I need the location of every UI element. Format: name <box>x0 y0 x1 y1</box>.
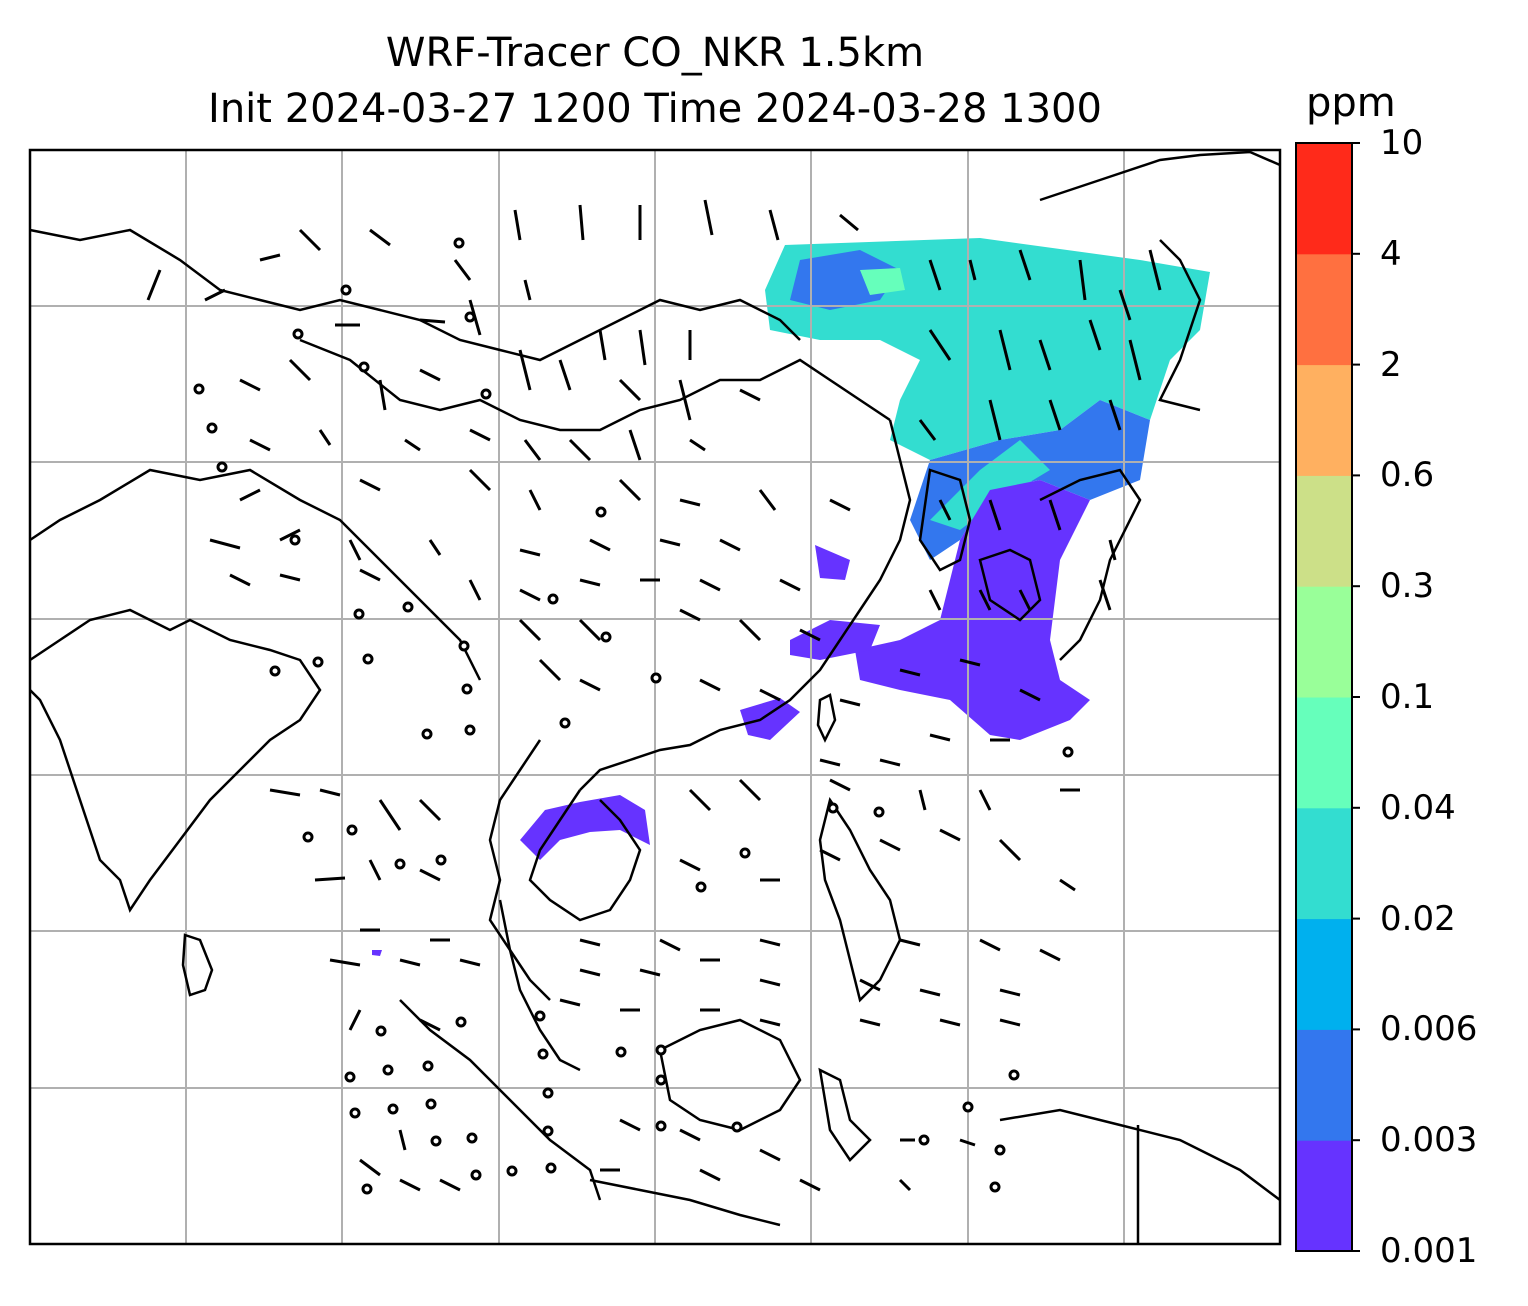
coast-sulawesi <box>818 1067 872 1162</box>
colorbar-band <box>1296 1140 1352 1252</box>
colorbar-band <box>1296 475 1352 587</box>
colorbar-tick-label: 0.6 <box>1380 455 1435 496</box>
colorbar-tick-label: 0.02 <box>1380 898 1456 939</box>
border-mongolia <box>299 338 891 432</box>
colorbar-band <box>1296 143 1352 255</box>
map-title-line1: WRF-Tracer CO_NKR 1.5km <box>385 30 925 76</box>
colorbar-unit-label: ppm <box>1306 80 1396 126</box>
coast-korea <box>918 468 972 572</box>
colorbar-tick-label: 0.003 <box>1380 1120 1478 1161</box>
colorbar-tick-label: 0.006 <box>1380 1009 1478 1050</box>
map-frame <box>28 148 1282 1246</box>
colorbar-band <box>1296 807 1352 920</box>
colorbar-band <box>1296 586 1352 698</box>
colorbar-band <box>1296 918 1352 1030</box>
colorbar-band <box>1296 1029 1352 1141</box>
border-himalaya <box>29 468 482 681</box>
coast-malay-peninsula <box>498 899 581 1072</box>
colorbar-band <box>1296 364 1352 476</box>
tracer-plume <box>372 238 1210 956</box>
plume-small-speck <box>372 950 382 956</box>
colorbar-tick-label: 0.04 <box>1380 787 1456 828</box>
coast-borneo <box>658 1018 802 1132</box>
colorbar-tick-label: 0.001 <box>1380 1231 1478 1271</box>
plume-northeast-blue <box>790 250 900 310</box>
coast-russia-far-east <box>1039 150 1281 412</box>
coast-papua <box>999 1108 1281 1201</box>
coast-java <box>589 1178 781 1227</box>
plume-indochina-purple <box>520 795 650 860</box>
colorbar-tick-label: 0.3 <box>1380 566 1435 607</box>
map-title-line2: Init 2024-03-27 1200 Time 2024-03-28 130… <box>208 86 1102 132</box>
calm-markers <box>193 237 1074 1195</box>
coast-china-east <box>579 419 912 791</box>
colorbar-tick-label: 10 <box>1380 123 1424 163</box>
plume-west-coast-purple <box>740 698 800 740</box>
plume-south-purple <box>855 480 1090 740</box>
colorbar-band <box>1296 697 1352 809</box>
colorbar-ticks <box>1352 142 1360 1252</box>
plume-peak <box>860 268 905 295</box>
gridlines <box>30 150 1280 1244</box>
colorbar-tick-label: 2 <box>1380 344 1402 385</box>
plume-coast-purple <box>790 620 880 660</box>
colorbar <box>1296 143 1352 1252</box>
coast-japan <box>978 468 1142 661</box>
colorbar-tick-label: 4 <box>1380 233 1402 274</box>
border-central-asia <box>29 228 801 362</box>
coast-indochina <box>488 739 642 1001</box>
coast-srilanka <box>181 933 214 997</box>
coast-philippines <box>818 796 902 1003</box>
coast-taiwan <box>816 693 837 743</box>
coast-india <box>29 608 322 913</box>
wind-barbs <box>146 199 1162 1192</box>
coast-sumatra <box>399 999 602 1201</box>
coastlines <box>29 150 1281 1244</box>
plume-inland-purple <box>815 545 850 580</box>
colorbar-band <box>1296 253 1352 366</box>
colorbar-tick-label: 0.1 <box>1380 677 1435 717</box>
